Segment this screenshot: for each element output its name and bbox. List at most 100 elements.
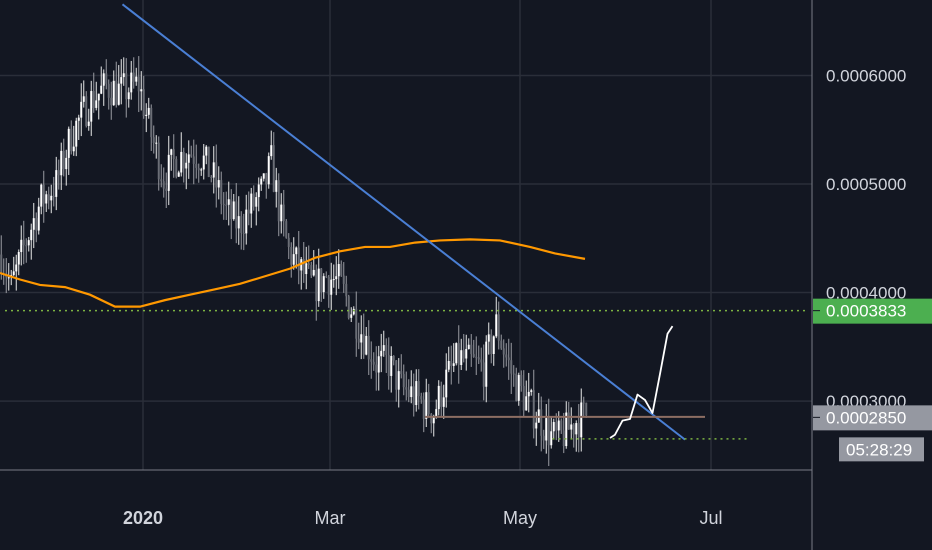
candle-body <box>37 206 40 231</box>
candle-body <box>240 216 243 233</box>
candle-body <box>370 359 373 362</box>
candle-body <box>415 381 418 406</box>
candle-body <box>550 431 553 446</box>
candle-body <box>177 172 180 177</box>
candle-body <box>425 392 428 419</box>
candle-body <box>165 188 168 191</box>
candle-body <box>372 361 375 365</box>
candle-body <box>72 146 75 152</box>
candle-body <box>365 335 368 355</box>
candle-body <box>32 218 35 230</box>
candle-body <box>467 344 470 349</box>
candle-body <box>27 240 30 246</box>
candle-body <box>170 149 173 155</box>
candle-body <box>475 356 478 358</box>
candle-body <box>202 155 205 170</box>
candle-body <box>495 314 498 337</box>
candle-body <box>127 92 130 100</box>
candle-body <box>377 356 380 373</box>
candle-body <box>90 91 93 122</box>
candle-body <box>532 390 535 429</box>
candle-body <box>435 409 438 417</box>
candlesticks <box>0 56 588 467</box>
candle-body <box>262 173 265 179</box>
countdown-label: 05:28:29 <box>846 440 912 459</box>
candle-body <box>315 269 318 302</box>
grid-lines <box>0 0 812 470</box>
candle-body <box>432 416 435 424</box>
candle-body <box>505 354 508 358</box>
candle-body <box>327 276 330 295</box>
candle-body <box>437 385 440 410</box>
candle-body <box>570 424 573 430</box>
candle-body <box>102 73 105 86</box>
candle-body <box>65 157 68 170</box>
candle-body <box>342 275 345 284</box>
candle-body <box>582 402 585 404</box>
candle-body <box>390 356 393 376</box>
candle-body <box>322 276 325 293</box>
candle-body <box>140 89 143 92</box>
candle-body <box>70 128 73 152</box>
candle-body <box>272 145 275 192</box>
candle-body <box>95 100 98 108</box>
candle-body <box>215 162 218 188</box>
candle-body <box>235 201 238 229</box>
candle-body <box>45 194 48 204</box>
candle-body <box>142 89 145 117</box>
candle-body <box>62 150 65 170</box>
candle-body <box>447 361 450 370</box>
candle-body <box>87 121 90 126</box>
candle-body <box>487 334 490 342</box>
candle-body <box>492 336 495 354</box>
candle-body <box>112 80 115 106</box>
candle-body <box>442 397 445 407</box>
candle-body <box>285 221 288 238</box>
candle-body <box>12 271 15 275</box>
candle-body <box>225 204 228 206</box>
candle-body <box>260 178 263 185</box>
candle-body <box>210 176 213 178</box>
candle-body <box>97 93 100 101</box>
candle-body <box>200 169 203 171</box>
candle-body <box>195 163 198 168</box>
candle-body <box>230 199 233 220</box>
candle-body <box>187 154 190 163</box>
candle-body <box>292 254 295 265</box>
candle-body <box>252 193 255 207</box>
candle-body <box>472 354 475 357</box>
candle-body <box>257 184 260 198</box>
candle-body <box>517 375 520 401</box>
candle-body <box>412 386 415 406</box>
candle-body <box>0 254 3 274</box>
candle-body <box>25 245 28 247</box>
candle-body <box>430 414 433 424</box>
candle-body <box>280 204 283 222</box>
candle-body <box>565 412 568 447</box>
candle-body <box>20 239 23 253</box>
candle-body <box>470 344 473 355</box>
candle-body <box>75 120 78 147</box>
candle-body <box>332 279 335 281</box>
candle-body <box>347 296 350 318</box>
y-tick-label-0: 0.0006000 <box>826 66 906 85</box>
candle-body <box>17 252 20 265</box>
candle-body <box>585 402 588 416</box>
candle-body <box>250 193 253 214</box>
candle-body <box>325 276 328 278</box>
candle-body <box>540 409 543 436</box>
candle-body <box>82 96 85 102</box>
candle-body <box>417 381 420 397</box>
candle-body <box>395 360 398 390</box>
candle-body <box>245 209 248 234</box>
candle-body <box>47 194 50 201</box>
candle-body <box>167 154 170 191</box>
candle-body <box>227 199 230 205</box>
price-badge-label-1: 0.0002850 <box>826 408 906 427</box>
candle-body <box>445 369 448 398</box>
candle-body <box>182 151 185 169</box>
y-tick-label-2: 0.0004000 <box>826 284 906 303</box>
projection-path <box>609 325 674 439</box>
candle-body <box>30 229 33 241</box>
